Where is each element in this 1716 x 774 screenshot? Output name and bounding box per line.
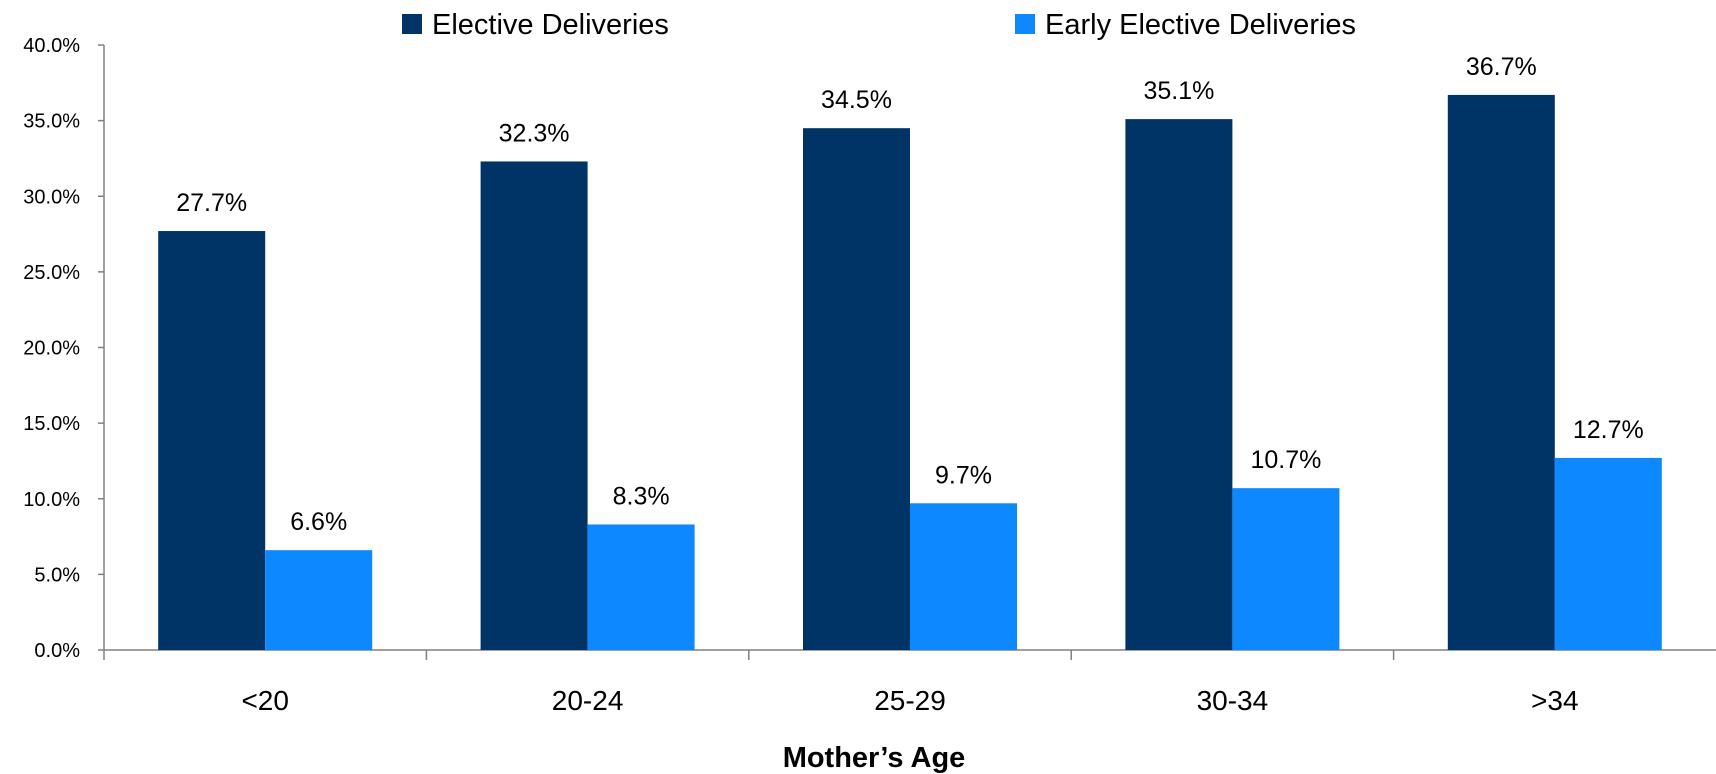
bars-group (158, 95, 1662, 650)
y-tick-label: 20.0% (23, 338, 80, 360)
legend-label-early-elective-deliveries: Early Elective Deliveries (1045, 9, 1356, 41)
y-tick-label: 30.0% (23, 186, 80, 208)
data-label-elective-deliveries-34: 36.7% (1466, 53, 1537, 81)
x-tick-label-20-24: 20-24 (552, 685, 624, 716)
y-tick-label: 25.0% (23, 262, 80, 284)
bar-early-elective-deliveries-30-34 (1232, 488, 1339, 650)
data-label-early-elective-deliveries-20: 6.6% (290, 508, 347, 536)
bar-early-elective-deliveries-25-29 (910, 503, 1017, 650)
x-tick-label-30-34: 30-34 (1197, 685, 1269, 716)
y-tick-label: 0.0% (34, 640, 80, 662)
x-tick-label-20: <20 (241, 685, 289, 716)
y-axis: 0.0% 5.0% 10.0% 15.0% 20.0% 25.0% 30.0% 35.0% 40… (23, 35, 104, 662)
x-tick-label-25-29: 25-29 (874, 685, 946, 716)
bar-early-elective-deliveries-20-24 (588, 524, 695, 650)
bar-elective-deliveries-20 (158, 231, 265, 650)
data-label-elective-deliveries-30-34: 35.1% (1143, 77, 1214, 105)
bar-elective-deliveries-25-29 (803, 128, 910, 650)
legend-swatch-elective-deliveries (402, 14, 422, 34)
x-axis: <20 20-24 25-29 30-34 >34 (104, 650, 1716, 716)
bar-elective-deliveries-34 (1448, 95, 1555, 650)
x-tick-label-34: >34 (1531, 685, 1579, 716)
data-label-elective-deliveries-20-24: 32.3% (499, 119, 570, 147)
bar-elective-deliveries-30-34 (1125, 119, 1232, 650)
legend: Elective Deliveries Early Elective Deliv… (402, 9, 1356, 41)
data-label-elective-deliveries-25-29: 34.5% (821, 86, 892, 114)
data-label-early-elective-deliveries-30-34: 10.7% (1250, 446, 1321, 474)
y-tick-label: 40.0% (23, 35, 80, 57)
bar-early-elective-deliveries-20 (265, 550, 372, 650)
data-label-early-elective-deliveries-20-24: 8.3% (613, 482, 670, 510)
data-label-early-elective-deliveries-34: 12.7% (1573, 416, 1644, 444)
legend-label-elective-deliveries: Elective Deliveries (432, 9, 669, 41)
legend-swatch-early-elective-deliveries (1015, 14, 1035, 34)
data-label-early-elective-deliveries-25-29: 9.7% (935, 461, 992, 489)
data-label-elective-deliveries-20: 27.7% (176, 189, 247, 217)
y-tick-label: 35.0% (23, 111, 80, 133)
y-tick-label: 15.0% (23, 413, 80, 435)
y-tick-label: 5.0% (34, 564, 80, 586)
y-tick-label: 10.0% (23, 489, 80, 511)
bar-elective-deliveries-20-24 (481, 161, 588, 650)
bar-early-elective-deliveries-34 (1555, 458, 1662, 650)
x-axis-title: Mother’s Age (783, 742, 966, 774)
